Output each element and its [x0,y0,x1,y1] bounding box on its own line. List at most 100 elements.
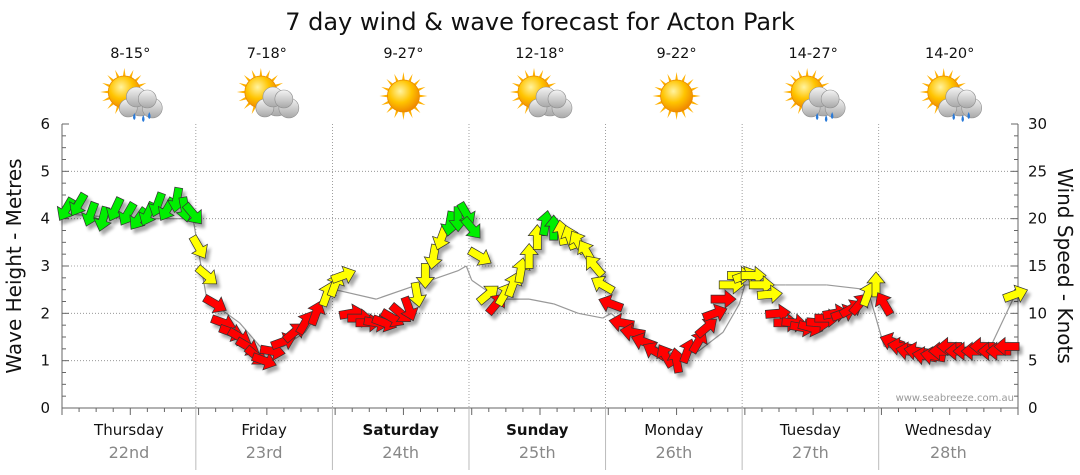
wind-arrow [307,300,326,327]
rain-drop [952,113,955,120]
rain-drop [142,115,145,122]
wind-arrow [874,292,895,317]
wind-arrow [598,294,625,313]
day-label: Thursday [93,421,164,439]
sun-icon [652,72,701,120]
wind-arrow [194,264,218,285]
wave-line-segment [578,312,603,319]
date-label: 28th [930,443,967,462]
day-weather: 7-18° [236,46,300,119]
day-weather: 14-20° [919,46,983,122]
wind-arrow [407,281,427,308]
temperature-range: 14-20° [925,46,974,62]
wave-line-segment [375,284,418,300]
right-tick-label: 20 [1028,210,1047,228]
cloud-puff [137,89,157,109]
wave-line-segment [239,322,265,352]
right-tick-label: 0 [1028,399,1038,417]
plot-gridlines [62,124,1018,408]
wind-arrow [591,275,616,295]
date-label: 27th [792,443,829,462]
wind-arrow [701,303,728,322]
date-label: 26th [655,443,692,462]
wind-arrow [1002,284,1029,303]
wind-arrow [181,201,202,225]
date-label: 24th [382,443,419,462]
chart-title: 7 day wind & wave forecast for Acton Par… [285,8,795,36]
day-weather: 9-22° [652,46,701,120]
source-credit: www.seabreeze.com.au [896,393,1014,404]
cloud-puff [957,89,977,109]
sun-cloud-rain-icon [783,68,846,122]
sun-cloud-rain-icon [919,68,983,122]
cloud [801,86,846,119]
rain-drop [830,112,834,119]
wave-line-segment [722,303,740,333]
plot-axes: 0 1 2 3 4 5 6 0 5 10 15 20 25 30 [40,115,1047,417]
wind-arrow [694,318,717,339]
right-axis-title: Wind Speed - Knots [1053,168,1077,364]
sun-ray [652,94,663,98]
sun-ray [236,90,247,94]
right-tick-label: 10 [1028,304,1047,322]
cloud [528,86,573,119]
wind-arrow [188,234,208,259]
temperature-range: 7-18° [247,46,287,62]
sun-ray [805,68,809,79]
right-tick-label: 30 [1028,115,1047,133]
temperature-range: 9-22° [656,46,696,62]
day-axis: Thursday 22nd Friday 23rd Saturday 24th Sunday… [93,408,992,470]
sun-ray [919,90,930,94]
sun-ray [100,90,111,94]
wind-arrow [69,191,89,217]
temperature-range: 12-18° [515,46,564,62]
day-label: Monday [644,421,703,439]
cloud-puff [547,89,567,109]
left-tick-label: 2 [40,304,50,322]
wind-arrow [467,246,492,266]
wave-line-segment [990,294,1016,347]
day-label: Saturday [363,421,440,439]
left-tick-label: 1 [40,352,50,370]
daily-weather-row: 8-15° 7-18° 9-27° 12-18° 9-22° 14-27° 14-20° [100,46,983,122]
wave-line-segment [738,284,746,305]
date-label: 23rd [246,443,283,462]
sun-ray [674,109,679,120]
temperature-range: 9-27° [383,46,423,62]
day-weather: 14-27° [783,46,846,122]
sun-ray [379,94,390,98]
right-tick-label: 5 [1028,352,1038,370]
date-label: 22nd [109,443,150,462]
cloud [118,86,163,119]
right-tick-label: 15 [1028,257,1047,275]
rain-drop [967,112,970,119]
sun-ray [417,94,428,98]
sun-cloud-rain-icon [100,68,163,122]
left-tick-label: 5 [40,162,50,180]
date-label: 25th [519,443,556,462]
cloud [938,86,983,119]
left-axis-title: Wave Height - Metres [2,158,26,373]
sun-ray [532,68,536,79]
wind-arrow [985,341,1012,361]
wave-line-segment [457,265,467,272]
cloud-puff [820,89,840,109]
rain-drop [133,113,136,120]
cloud [255,86,300,119]
temperature-range: 14-27° [788,46,837,62]
wind-arrow [400,295,419,322]
cloud-puff [274,89,294,109]
sun-ray [401,72,406,83]
rain-drop [148,112,151,119]
wind-arrow [710,289,737,309]
wave-line-segment [465,265,473,281]
sun-disc [660,79,693,113]
sun-ray [942,68,946,79]
right-tick-label: 25 [1028,162,1047,180]
left-tick-label: 4 [40,210,50,228]
wave-line-segment [698,331,724,352]
wave-line-segment [602,312,612,319]
day-weather: 9-27° [379,46,428,120]
sun-ray [122,68,126,79]
